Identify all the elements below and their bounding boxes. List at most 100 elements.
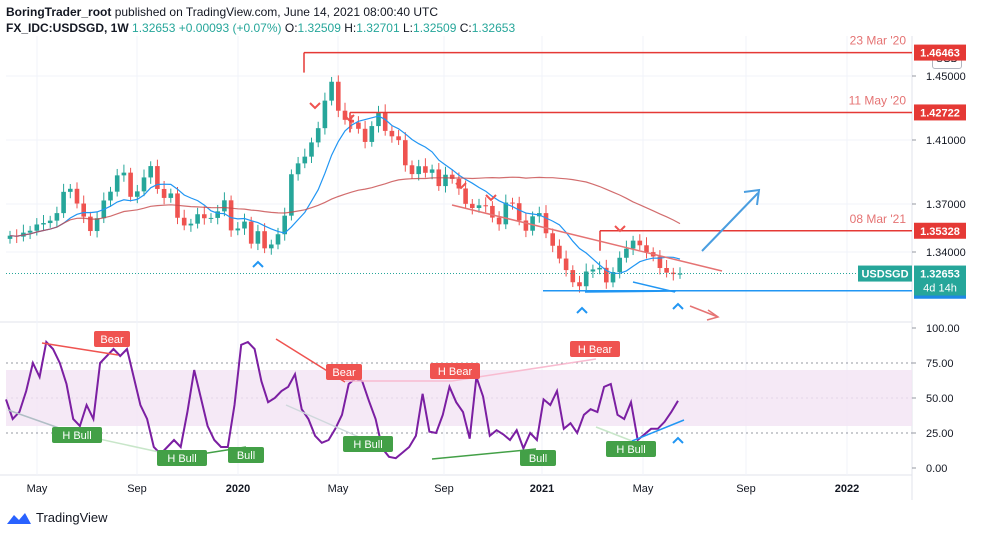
price-tick-label: 1.37000 bbox=[926, 199, 966, 211]
candle-body bbox=[389, 130, 395, 137]
candle-body bbox=[590, 269, 596, 272]
high-value: 1.32701 bbox=[356, 21, 400, 35]
osc-tick-label: 0.00 bbox=[926, 463, 947, 475]
label-box bbox=[157, 450, 207, 466]
low-label: L: bbox=[403, 21, 414, 35]
moving-averages bbox=[9, 115, 681, 275]
level-price-tag bbox=[914, 222, 966, 239]
bull-label: Bull bbox=[228, 447, 264, 463]
countdown-text: 4d 14h bbox=[923, 283, 957, 295]
osc-tick-label: 100.00 bbox=[926, 323, 960, 335]
candle-body bbox=[34, 224, 40, 231]
brand-name: TradingView bbox=[36, 510, 108, 525]
trend-lines bbox=[451, 188, 761, 321]
price-tick-label: 1.41000 bbox=[926, 135, 966, 147]
candle-series bbox=[7, 75, 683, 293]
label-box bbox=[52, 427, 102, 443]
price-tick-label: 1.34000 bbox=[926, 247, 966, 259]
candle-body bbox=[563, 258, 569, 271]
candle-body bbox=[208, 217, 214, 219]
time-tick-label: May bbox=[633, 483, 654, 495]
down-chevron-icon bbox=[485, 194, 497, 202]
candle-body bbox=[309, 142, 314, 157]
time-tick-label: 2022 bbox=[835, 483, 859, 495]
support-trendline bbox=[584, 290, 677, 293]
bull-label: H Bull bbox=[157, 450, 207, 466]
divergence-line bbox=[41, 342, 119, 356]
last-price-text: 1.32653 bbox=[920, 269, 960, 281]
horizontal-levels: 23 Mar '20 11 May '20 08 Mar '21 bbox=[303, 34, 912, 292]
label-box bbox=[343, 436, 393, 452]
candle-body bbox=[624, 248, 629, 258]
time-axis[interactable]: May Sep 2020 May Sep 2021 May Sep 2022 bbox=[27, 483, 860, 495]
candle-body bbox=[503, 202, 509, 225]
last-price-tag bbox=[914, 265, 966, 296]
candle-body bbox=[583, 271, 589, 287]
candle-body bbox=[510, 202, 515, 204]
up-chevron-icon bbox=[576, 306, 588, 314]
candle-body bbox=[577, 282, 582, 287]
label-box bbox=[228, 447, 264, 463]
candle-body bbox=[275, 234, 281, 245]
level-price-text: 1.46463 bbox=[920, 48, 960, 60]
close-value: 1.32653 bbox=[471, 21, 516, 35]
divergence-line bbox=[431, 448, 537, 460]
label-text: Bull bbox=[529, 453, 547, 465]
divergence-line bbox=[595, 426, 633, 442]
candle-body bbox=[202, 214, 207, 219]
candle-body bbox=[443, 174, 448, 187]
up-chevron-icon bbox=[252, 260, 264, 268]
candle-body bbox=[476, 205, 482, 208]
candle-body bbox=[610, 272, 616, 283]
candle-body bbox=[416, 166, 421, 175]
symbol-line: FX_IDC:USDSGD, 1W 1.32653 +0.00093 (+0.0… bbox=[6, 20, 966, 36]
candle-body bbox=[490, 205, 495, 218]
candle-body bbox=[68, 188, 73, 192]
level-date-label: 08 Mar '21 bbox=[850, 212, 907, 226]
candle-body bbox=[496, 217, 502, 225]
candle-body bbox=[94, 218, 100, 232]
author-name[interactable]: BoringTrader_root bbox=[6, 5, 112, 19]
candle-body bbox=[637, 240, 643, 246]
osc-tick-label: 50.00 bbox=[926, 393, 954, 405]
candle-body bbox=[108, 191, 113, 201]
candle-body bbox=[61, 191, 66, 214]
candle-body bbox=[423, 166, 428, 173]
candle-body bbox=[135, 191, 140, 197]
slow-ma-line bbox=[9, 176, 681, 237]
open-value: 1.32509 bbox=[297, 21, 341, 35]
time-tick-label: Sep bbox=[127, 483, 147, 495]
high-label: H: bbox=[344, 21, 357, 35]
candle-body bbox=[74, 188, 80, 204]
chart-header: BoringTrader_root published on TradingVi… bbox=[6, 4, 966, 36]
candle-body bbox=[302, 156, 308, 164]
label-text: H Bull bbox=[353, 439, 382, 451]
price-labels: 1.464631.427221.353281.31578USDSGD1.3265… bbox=[6, 44, 966, 299]
candle-body bbox=[195, 214, 200, 224]
fast-ma-line bbox=[9, 115, 681, 275]
candle-body bbox=[148, 166, 153, 178]
footer-brand[interactable]: TradingView bbox=[6, 510, 108, 525]
candle-body bbox=[657, 256, 663, 268]
candle-body bbox=[289, 174, 294, 216]
label-box bbox=[94, 331, 130, 347]
candle-body bbox=[228, 200, 234, 231]
publisher-line: BoringTrader_root published on TradingVi… bbox=[6, 4, 966, 20]
level-date-label: 11 May '20 bbox=[849, 93, 907, 107]
close-label: C: bbox=[459, 21, 472, 35]
time-tick-label: May bbox=[27, 483, 48, 495]
candle-body bbox=[81, 203, 86, 217]
candle-body bbox=[188, 223, 194, 226]
candle-body bbox=[597, 267, 602, 270]
candle-body bbox=[282, 215, 287, 235]
price-axis[interactable]: 1.45000 1.41000 1.37000 1.34000 100.00 75.00 5… bbox=[912, 71, 966, 475]
bullish-arrow bbox=[701, 192, 759, 252]
time-tick-label: Sep bbox=[434, 483, 454, 495]
candle-body bbox=[403, 140, 408, 166]
level-price-tag bbox=[914, 44, 966, 61]
symbol-name[interactable]: FX_IDC:USDSGD, 1W bbox=[6, 21, 129, 35]
low-value: 1.32509 bbox=[413, 21, 457, 35]
down-chevron-icon bbox=[455, 182, 467, 190]
label-text: Bull bbox=[237, 450, 255, 462]
